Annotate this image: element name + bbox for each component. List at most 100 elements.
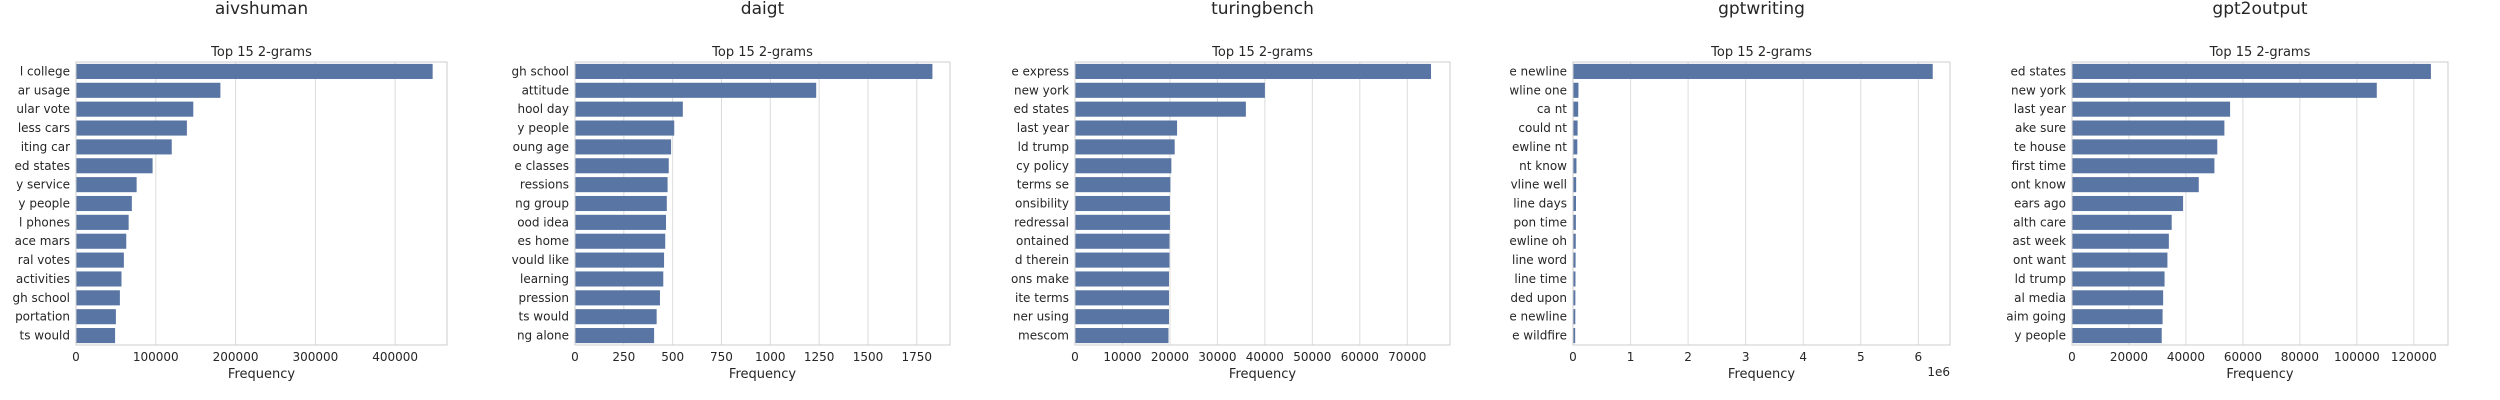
y-tick-label: ace mars [15, 234, 70, 248]
y-tick-label: ast week [2012, 234, 2066, 248]
bar [1075, 233, 1170, 249]
bar [2072, 158, 2215, 174]
chart-panel-gptwriting: gptwriting Top 15 2-grams e newline wline o… [1509, 0, 1951, 382]
bar [1075, 139, 1175, 155]
y-tick-label: ld trump [1018, 140, 1069, 154]
y-tick-label: vline well [1511, 178, 1567, 192]
y-tick-label: l phones [19, 215, 70, 229]
bar [1075, 120, 1178, 136]
x-tick-label: 300000 [292, 350, 338, 364]
bar [76, 177, 137, 193]
x-axis-label: Frequency [2226, 367, 2293, 382]
bar [2072, 290, 2164, 306]
x-tick-label: 4 [1799, 350, 1807, 364]
x-tick-label: 0 [2068, 350, 2076, 364]
bar [2072, 195, 2184, 212]
axes-frame [75, 61, 448, 346]
x-tick-label: 100000 [133, 350, 179, 364]
y-tick-label: less cars [18, 121, 70, 135]
y-tick-label: e newline [1509, 310, 1567, 324]
x-tick-label: 70000 [1388, 350, 1426, 364]
bar [1573, 271, 1576, 287]
bar [575, 290, 660, 306]
bar [76, 252, 124, 268]
x-tick-label: 250 [612, 350, 635, 364]
y-tick-label: e newline [1509, 64, 1567, 78]
bar [575, 214, 667, 230]
chart-title: Top 15 2-grams [711, 45, 813, 60]
y-tick-label: ral votes [18, 253, 70, 267]
y-tick-label: first time [2012, 159, 2066, 173]
bar [76, 120, 187, 136]
y-tick-label: ca nt [1537, 102, 1567, 116]
x-axis-label: Frequency [228, 367, 295, 382]
x-offset-text: 1e6 [1927, 365, 1950, 379]
x-tick-label: 10000 [1103, 350, 1141, 364]
x-tick-label: 40000 [2167, 350, 2205, 364]
y-tick-label: ontained [1016, 234, 1069, 248]
bar [2072, 120, 2225, 136]
bar [1573, 139, 1578, 155]
x-tick-label: 1 [1627, 350, 1635, 364]
y-tick-label: gh school [12, 291, 70, 305]
y-tick-label: last year [1017, 121, 1069, 135]
y-tick-label: y service [16, 178, 70, 192]
chart-title: Top 15 2-grams [1211, 45, 1313, 60]
x-tick-label: 2 [1684, 350, 1692, 364]
y-tick-label: ar usage [18, 83, 70, 97]
bar [1573, 158, 1577, 174]
y-tick-label: line time [1514, 272, 1567, 286]
chart-suptitle: gpt2output [2212, 0, 2307, 19]
x-tick-label: 80000 [2281, 350, 2319, 364]
y-tick-label: e express [1011, 64, 1069, 78]
bar [1573, 120, 1578, 136]
y-tick-label: ons make [1011, 272, 1069, 286]
y-tick-label: l college [20, 64, 70, 78]
y-tick-labels: e newline wline one ca nt could nt ewline nt… [1509, 64, 1567, 342]
bar [1075, 195, 1170, 212]
bar [2072, 214, 2172, 230]
y-tick-label: line word [1512, 253, 1567, 267]
bar [1075, 214, 1170, 230]
y-tick-labels: l college ar usage ular vote less cars iting… [12, 64, 70, 342]
y-tick-labels: gh school attitude hool day y people oung ag… [511, 64, 569, 342]
y-tick-label: new york [1014, 83, 1069, 97]
bar [1573, 177, 1577, 193]
bar [1075, 158, 1172, 174]
y-tick-label: d therein [1015, 253, 1069, 267]
axes-frame [1074, 61, 1451, 346]
x-tick-label: 1500 [853, 350, 884, 364]
y-tick-label: ed states [1014, 102, 1069, 116]
bar [1573, 101, 1579, 117]
bar [2072, 271, 2165, 287]
y-tick-label: mescom [1018, 329, 1069, 343]
x-tick-label: 60000 [1341, 350, 1379, 364]
x-tick-label: 20000 [2110, 350, 2148, 364]
chart-suptitle: turingbench [1211, 0, 1314, 19]
y-tick-label: pon time [1514, 215, 1568, 229]
bar [575, 177, 668, 193]
bar [575, 233, 666, 249]
x-tick-label: 3 [1742, 350, 1750, 364]
y-tick-labels: ed states new york last year ake sure te hou… [2006, 64, 2066, 342]
y-tick-label: line days [1513, 197, 1567, 211]
x-tick-label: 30000 [1198, 350, 1236, 364]
bar [575, 252, 665, 268]
x-tick-label: 5 [1857, 350, 1865, 364]
y-tick-label: nt know [1519, 159, 1567, 173]
bar [575, 328, 655, 344]
y-tick-label: cy policy [1016, 159, 1069, 173]
y-tick-label: al media [2014, 291, 2066, 305]
bar [2072, 328, 2162, 344]
bar [76, 63, 433, 79]
axes-frame [1572, 61, 1951, 346]
y-tick-label: ng group [515, 197, 569, 211]
y-tick-label: y people [18, 197, 70, 211]
bar [76, 139, 172, 155]
bar [2072, 101, 2231, 117]
x-tick-label: 0 [72, 350, 80, 364]
chart-suptitle: gptwriting [1718, 0, 1805, 19]
bar [76, 82, 221, 98]
y-tick-label: vould like [512, 253, 569, 267]
